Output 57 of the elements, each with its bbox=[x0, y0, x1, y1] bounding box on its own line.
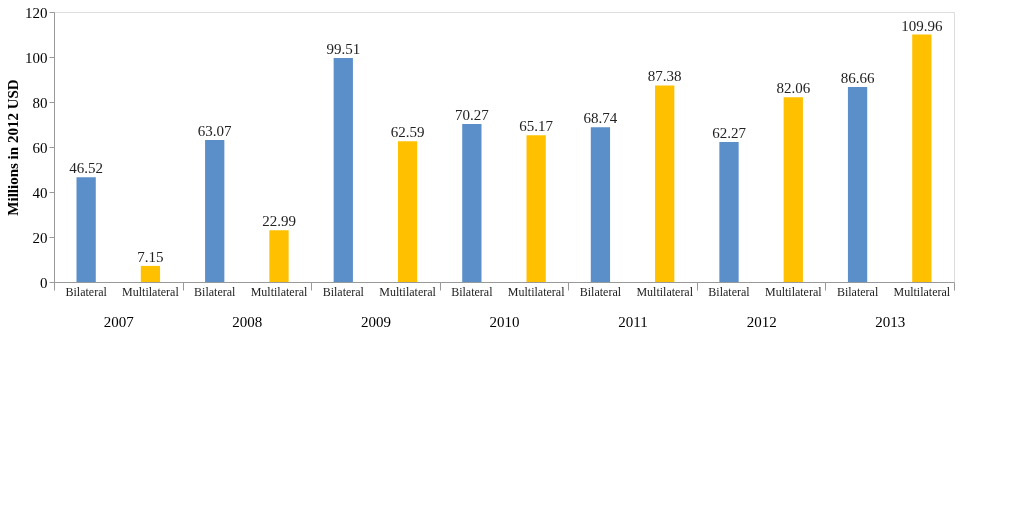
bar bbox=[76, 177, 96, 282]
data-label: 87.38 bbox=[647, 68, 682, 85]
x-tick-label: 2008 bbox=[232, 313, 263, 330]
y-tick-label: 100 bbox=[25, 49, 48, 66]
x-tick-label: 2009 bbox=[360, 313, 391, 330]
y-tick-label: 40 bbox=[32, 184, 48, 201]
text: Bilateral bbox=[322, 285, 364, 299]
bar bbox=[719, 141, 739, 282]
text: Multilateral bbox=[764, 285, 822, 299]
series-label: Multilateral bbox=[122, 285, 180, 299]
y-tick-label: 60 bbox=[32, 139, 48, 156]
text: Bilateral bbox=[708, 285, 750, 299]
data-label: 22.99 bbox=[262, 213, 296, 230]
bar bbox=[205, 140, 225, 282]
text: Bilateral bbox=[836, 285, 879, 299]
bar bbox=[655, 85, 675, 282]
text: Bilateral bbox=[194, 285, 236, 299]
data-label: 62.27 bbox=[712, 124, 747, 141]
y-tick-label: 0 bbox=[40, 274, 48, 291]
data-label: 7.15 bbox=[137, 248, 164, 265]
data-label: 68.74 bbox=[583, 110, 618, 127]
bar bbox=[590, 127, 611, 282]
bar bbox=[269, 230, 289, 282]
bar bbox=[140, 265, 161, 282]
series-label: Bilateral bbox=[65, 285, 108, 299]
x-tick-label: 2010 bbox=[489, 313, 520, 330]
data-label: 62.59 bbox=[390, 124, 425, 141]
x-tick-label: 2007 bbox=[103, 313, 135, 330]
y-tick-label: 80 bbox=[32, 94, 48, 111]
text: Bilateral bbox=[451, 285, 493, 299]
text: Multilateral bbox=[379, 285, 436, 299]
y-axis-title: Millions in 2012 USD bbox=[5, 79, 21, 216]
data-label: 86.66 bbox=[840, 70, 875, 87]
x-tick-label: 2011 bbox=[618, 313, 648, 330]
data-label: 65.17 bbox=[519, 118, 554, 135]
text: Multilateral bbox=[893, 285, 951, 299]
data-label: 70.27 bbox=[454, 106, 490, 123]
x-tick-label: 2013 bbox=[875, 313, 906, 330]
bar bbox=[912, 34, 932, 282]
text: Bilateral bbox=[579, 285, 622, 299]
text: Multilateral bbox=[250, 285, 308, 299]
bar bbox=[333, 58, 353, 282]
text: Multilateral bbox=[507, 285, 565, 299]
bar bbox=[847, 87, 868, 282]
data-label: 46.52 bbox=[69, 160, 104, 177]
bar bbox=[397, 141, 418, 282]
y-tick-label: 120 bbox=[25, 4, 48, 21]
bar bbox=[462, 123, 482, 282]
data-label: 109.96 bbox=[901, 17, 943, 34]
text: Multilateral bbox=[636, 285, 694, 299]
x-tick-label: 2012 bbox=[746, 313, 777, 330]
bar bbox=[526, 135, 546, 282]
bar bbox=[783, 97, 803, 282]
data-label: 82.06 bbox=[776, 80, 811, 97]
data-label: 63.07 bbox=[197, 123, 233, 140]
y-tick-label: 20 bbox=[32, 229, 48, 246]
data-label: 99.51 bbox=[326, 41, 361, 58]
